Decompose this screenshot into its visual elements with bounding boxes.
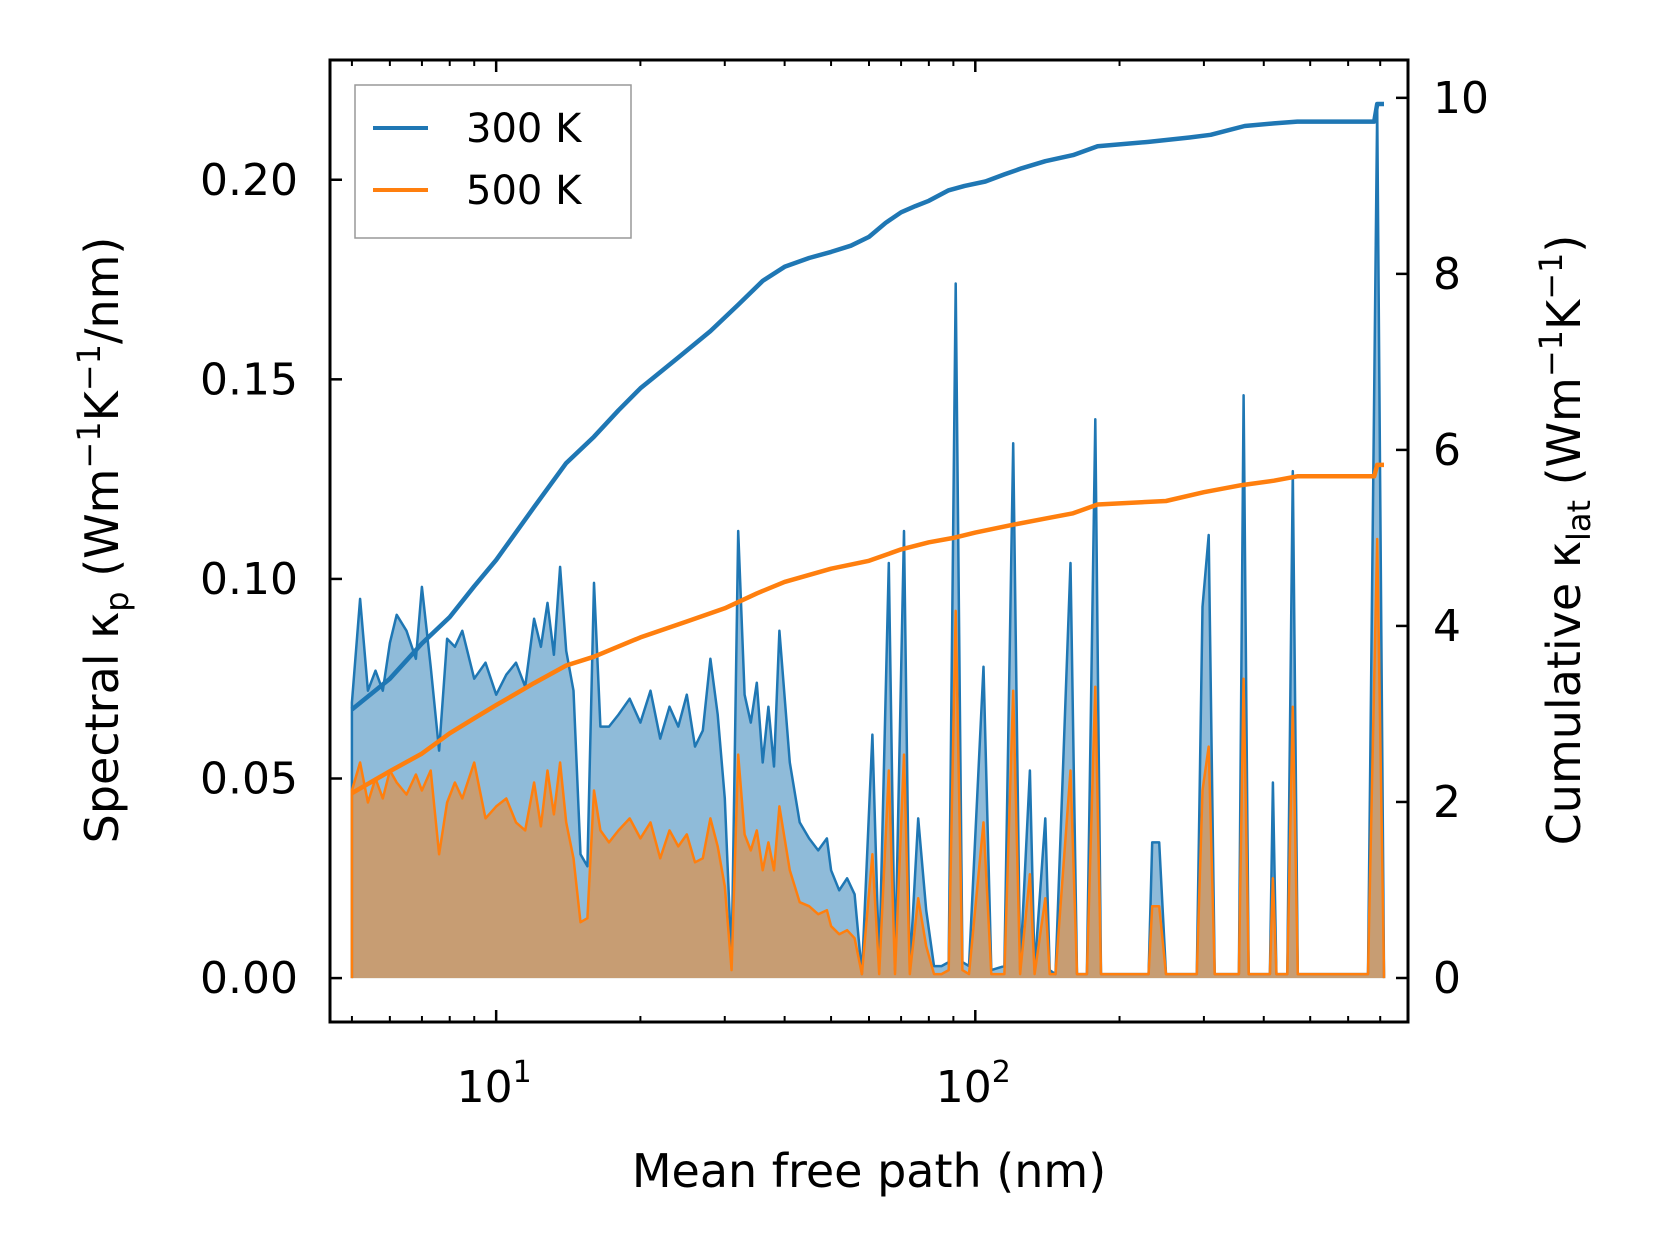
x-tick-label: 102: [936, 1055, 1011, 1113]
spectral-line-500k: [350, 537, 1386, 979]
y-left-tick-label: 0.10: [200, 554, 298, 605]
y-axis-left-label: Spectral κp (Wm−1K−1/nm): [70, 237, 136, 844]
y-right-tick-label: 8: [1433, 249, 1461, 300]
y-right-tick-label: 0: [1433, 953, 1461, 1004]
cumulative-line-300k: [350, 101, 1384, 712]
spectral-fill-500k: [351, 539, 1384, 979]
spectral-fill-300k: [351, 107, 1384, 979]
axis-ticks: 101 102 0.00 0.05 0.10 0.15 0.20 0 2 4 6 8 10: [200, 60, 1489, 1113]
y-left-tick-label: 0.20: [200, 155, 298, 206]
legend: 300 K 500 K: [354, 84, 632, 239]
legend-label-300k: 300 K: [466, 106, 583, 152]
cumulative-line-500k: [350, 462, 1384, 796]
y-right-tick-label: 4: [1433, 601, 1461, 652]
x-axis-label: Mean free path (nm): [632, 1144, 1106, 1198]
y-left-tick-label: 0.05: [200, 754, 298, 805]
y-right-tick-label: 6: [1433, 425, 1461, 476]
legend-box: [354, 84, 632, 239]
y-left-tick-label: 0.00: [200, 953, 298, 1004]
y-right-tick-label: 10: [1433, 73, 1489, 124]
plot-area: [350, 101, 1386, 979]
spectral-line-300k: [350, 106, 1386, 979]
legend-label-500k: 500 K: [466, 168, 583, 214]
y-axis-right-label: Cumulative κlat (Wm−1K−1): [1532, 235, 1598, 846]
x-tick-label: 101: [457, 1055, 532, 1113]
y-right-tick-label: 2: [1433, 777, 1461, 828]
y-left-tick-label: 0.15: [200, 354, 298, 405]
